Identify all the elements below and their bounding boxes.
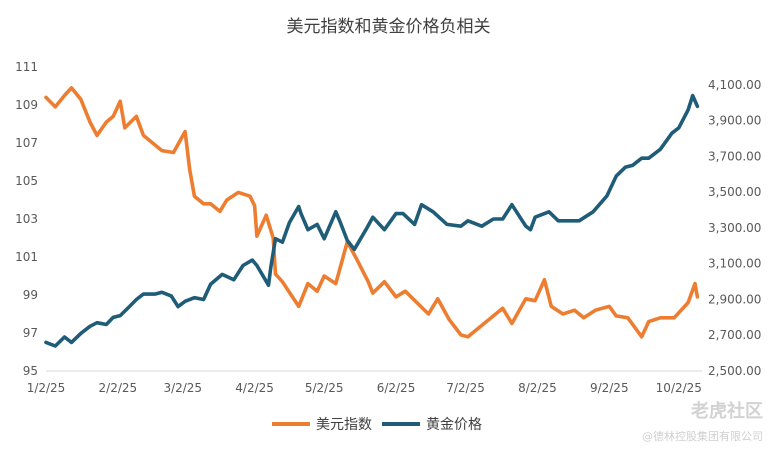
x-tick-label: 2/2/25: [99, 381, 138, 395]
y-right-tick-label: 2,500.00: [708, 364, 761, 378]
y-left-tick-label: 111: [15, 60, 38, 74]
legend-swatch-gold-price: [382, 422, 420, 426]
y-right-tick-label: 3,900.00: [708, 114, 761, 128]
x-tick-label: 1/2/25: [27, 381, 66, 395]
x-tick-label: 4/2/25: [235, 381, 274, 395]
x-tick-label: 5/2/25: [305, 381, 344, 395]
x-tick-label: 8/2/25: [518, 381, 557, 395]
y-left-tick-label: 107: [15, 136, 38, 150]
x-tick-label: 10/2/25: [656, 381, 702, 395]
y-left-tick-label: 101: [15, 250, 38, 264]
legend-item-gold-price: 黄金价格: [382, 414, 482, 434]
x-tick-label: 6/2/25: [377, 381, 416, 395]
watermark: 老虎社区: [691, 401, 763, 422]
y-right-tick-label: 3,100.00: [708, 257, 761, 271]
y-left-tick-label: 97: [23, 326, 38, 340]
y-left-tick-label: 105: [15, 174, 38, 188]
y-right-tick-label: 2,700.00: [708, 328, 761, 342]
y-right-tick-label: 2,900.00: [708, 292, 761, 306]
chart-title: 美元指数和黄金价格负相关: [286, 17, 491, 37]
y-left-tick-label: 99: [23, 288, 38, 302]
legend-swatch-usd-index: [272, 422, 310, 426]
y-left-tick-label: 103: [15, 212, 38, 226]
y-right-tick-label: 3,700.00: [708, 149, 761, 163]
y-left-tick-label: 95: [23, 364, 38, 378]
copyright-text: @德林控股集团有限公司: [642, 430, 763, 443]
series-line-gold-price: [44, 93, 700, 348]
y-left-tick-label: 109: [15, 98, 38, 112]
legend-label-usd-index: 美元指数: [316, 417, 372, 433]
legend: 美元指数 黄金价格: [272, 414, 492, 434]
y-right-tick-label: 3,500.00: [708, 185, 761, 199]
x-tick-label: 9/2/25: [590, 381, 629, 395]
series-line-usd-index: [44, 86, 700, 339]
legend-item-usd-index: 美元指数: [272, 414, 372, 434]
y-right-tick-label: 3,300.00: [708, 221, 761, 235]
y-right-tick-label: 4,100.00: [708, 78, 761, 92]
x-tick-label: 3/2/25: [163, 381, 202, 395]
legend-label-gold-price: 黄金价格: [426, 417, 482, 433]
x-tick-label: 7/2/25: [446, 381, 485, 395]
